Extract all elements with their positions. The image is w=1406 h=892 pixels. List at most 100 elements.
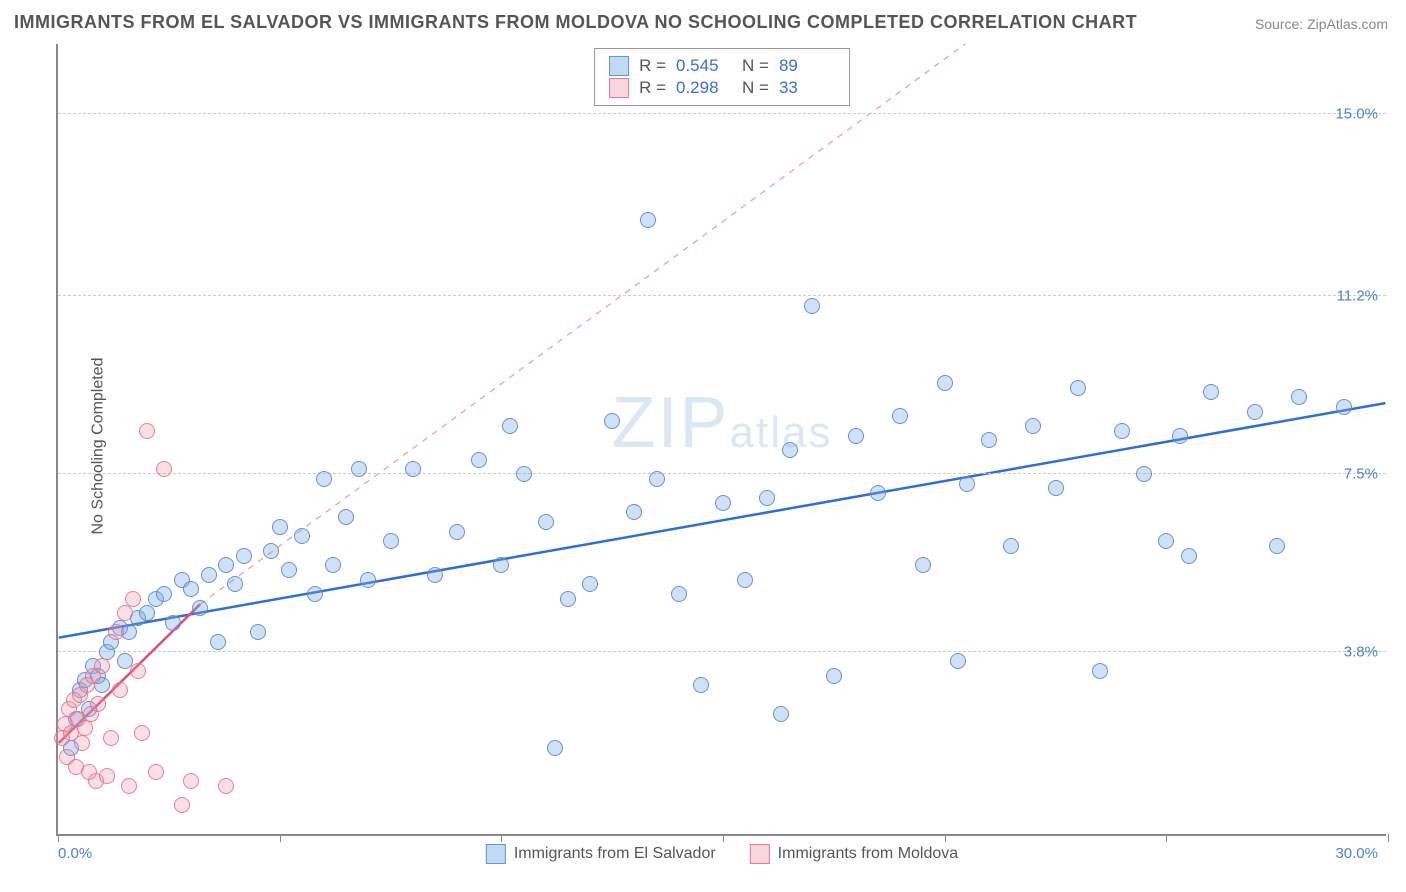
plot-area: ZIPatlas R =0.545N =89R =0.298N =33 0.0%… bbox=[56, 44, 1386, 836]
data-point bbox=[626, 504, 642, 520]
legend-label: Immigrants from Moldova bbox=[778, 845, 959, 863]
data-point bbox=[1114, 423, 1130, 439]
data-point bbox=[937, 375, 953, 391]
data-point bbox=[117, 605, 133, 621]
data-point bbox=[671, 586, 687, 602]
y-tick-label: 3.8% bbox=[1344, 643, 1378, 660]
data-point bbox=[405, 461, 421, 477]
data-point bbox=[1092, 663, 1108, 679]
data-point bbox=[848, 428, 864, 444]
data-point bbox=[134, 725, 150, 741]
data-point bbox=[1269, 538, 1285, 554]
y-tick-label: 7.5% bbox=[1344, 466, 1378, 483]
legend-label: Immigrants from El Salvador bbox=[514, 845, 716, 863]
data-point bbox=[139, 423, 155, 439]
data-point bbox=[294, 528, 310, 544]
x-tick bbox=[723, 834, 724, 842]
data-point bbox=[516, 466, 532, 482]
data-point bbox=[915, 557, 931, 573]
data-point bbox=[94, 658, 110, 674]
data-point bbox=[1172, 428, 1188, 444]
data-point bbox=[201, 567, 217, 583]
data-point bbox=[263, 543, 279, 559]
legend-swatch bbox=[486, 844, 506, 864]
x-axis-min-label: 0.0% bbox=[58, 845, 92, 862]
data-point bbox=[1291, 389, 1307, 405]
data-point bbox=[693, 677, 709, 693]
data-point bbox=[218, 778, 234, 794]
data-point bbox=[1247, 404, 1263, 420]
data-point bbox=[826, 668, 842, 684]
data-point bbox=[227, 576, 243, 592]
data-point bbox=[649, 471, 665, 487]
x-tick bbox=[1166, 834, 1167, 842]
data-point bbox=[538, 514, 554, 530]
data-point bbox=[130, 663, 146, 679]
x-tick bbox=[501, 834, 502, 842]
data-point bbox=[74, 735, 90, 751]
data-point bbox=[640, 212, 656, 228]
data-point bbox=[121, 778, 137, 794]
watermark: ZIPatlas bbox=[612, 382, 833, 464]
data-point bbox=[1158, 533, 1174, 549]
data-point bbox=[383, 533, 399, 549]
gridline bbox=[58, 473, 1386, 474]
data-point bbox=[218, 557, 234, 573]
r-label: R = bbox=[639, 78, 666, 98]
data-point bbox=[103, 730, 119, 746]
data-point bbox=[210, 634, 226, 650]
y-tick-label: 15.0% bbox=[1335, 106, 1378, 123]
data-point bbox=[316, 471, 332, 487]
data-point bbox=[1070, 380, 1086, 396]
data-point bbox=[1203, 384, 1219, 400]
legend-row: R = 0.545 N = 89 bbox=[609, 55, 835, 77]
data-point bbox=[1048, 480, 1064, 496]
legend-swatch bbox=[609, 56, 629, 76]
data-point bbox=[325, 557, 341, 573]
data-point bbox=[782, 442, 798, 458]
data-point bbox=[804, 298, 820, 314]
x-tick bbox=[280, 834, 281, 842]
r-value: 0.545 bbox=[676, 56, 732, 76]
data-point bbox=[715, 495, 731, 511]
data-point bbox=[737, 572, 753, 588]
data-point bbox=[90, 696, 106, 712]
data-point bbox=[892, 408, 908, 424]
n-label: N = bbox=[742, 78, 769, 98]
legend-row: R =0.298N =33 bbox=[609, 77, 835, 99]
n-label: N = bbox=[742, 56, 769, 76]
r-label: R = bbox=[639, 56, 666, 76]
data-point bbox=[183, 773, 199, 789]
x-tick bbox=[1388, 834, 1389, 842]
data-point bbox=[108, 624, 124, 640]
x-tick bbox=[58, 834, 59, 842]
data-point bbox=[192, 600, 208, 616]
legend-swatch bbox=[750, 844, 770, 864]
source-label: Source: ZipAtlas.com bbox=[1255, 16, 1388, 32]
data-point bbox=[139, 605, 155, 621]
r-value: 0.298 bbox=[676, 78, 732, 98]
data-point bbox=[773, 706, 789, 722]
data-point bbox=[981, 432, 997, 448]
y-tick-label: 11.2% bbox=[1337, 288, 1378, 305]
chart-title: IMMIGRANTS FROM EL SALVADOR VS IMMIGRANT… bbox=[14, 12, 1137, 33]
data-point bbox=[560, 591, 576, 607]
data-point bbox=[236, 548, 252, 564]
data-point bbox=[165, 615, 181, 631]
data-point bbox=[1003, 538, 1019, 554]
gridline bbox=[58, 651, 1386, 652]
data-point bbox=[1025, 418, 1041, 434]
gridline bbox=[58, 113, 1386, 114]
data-point bbox=[125, 591, 141, 607]
n-value: 89 bbox=[779, 56, 835, 76]
data-point bbox=[351, 461, 367, 477]
legend-series: Immigrants from El Salvador Immigrants fr… bbox=[486, 844, 958, 864]
data-point bbox=[156, 461, 172, 477]
legend-item: Immigrants from El Salvador bbox=[486, 844, 716, 864]
data-point bbox=[99, 768, 115, 784]
data-point bbox=[1181, 548, 1197, 564]
data-point bbox=[427, 567, 443, 583]
data-point bbox=[338, 509, 354, 525]
data-point bbox=[1336, 399, 1352, 415]
data-point bbox=[174, 797, 190, 813]
